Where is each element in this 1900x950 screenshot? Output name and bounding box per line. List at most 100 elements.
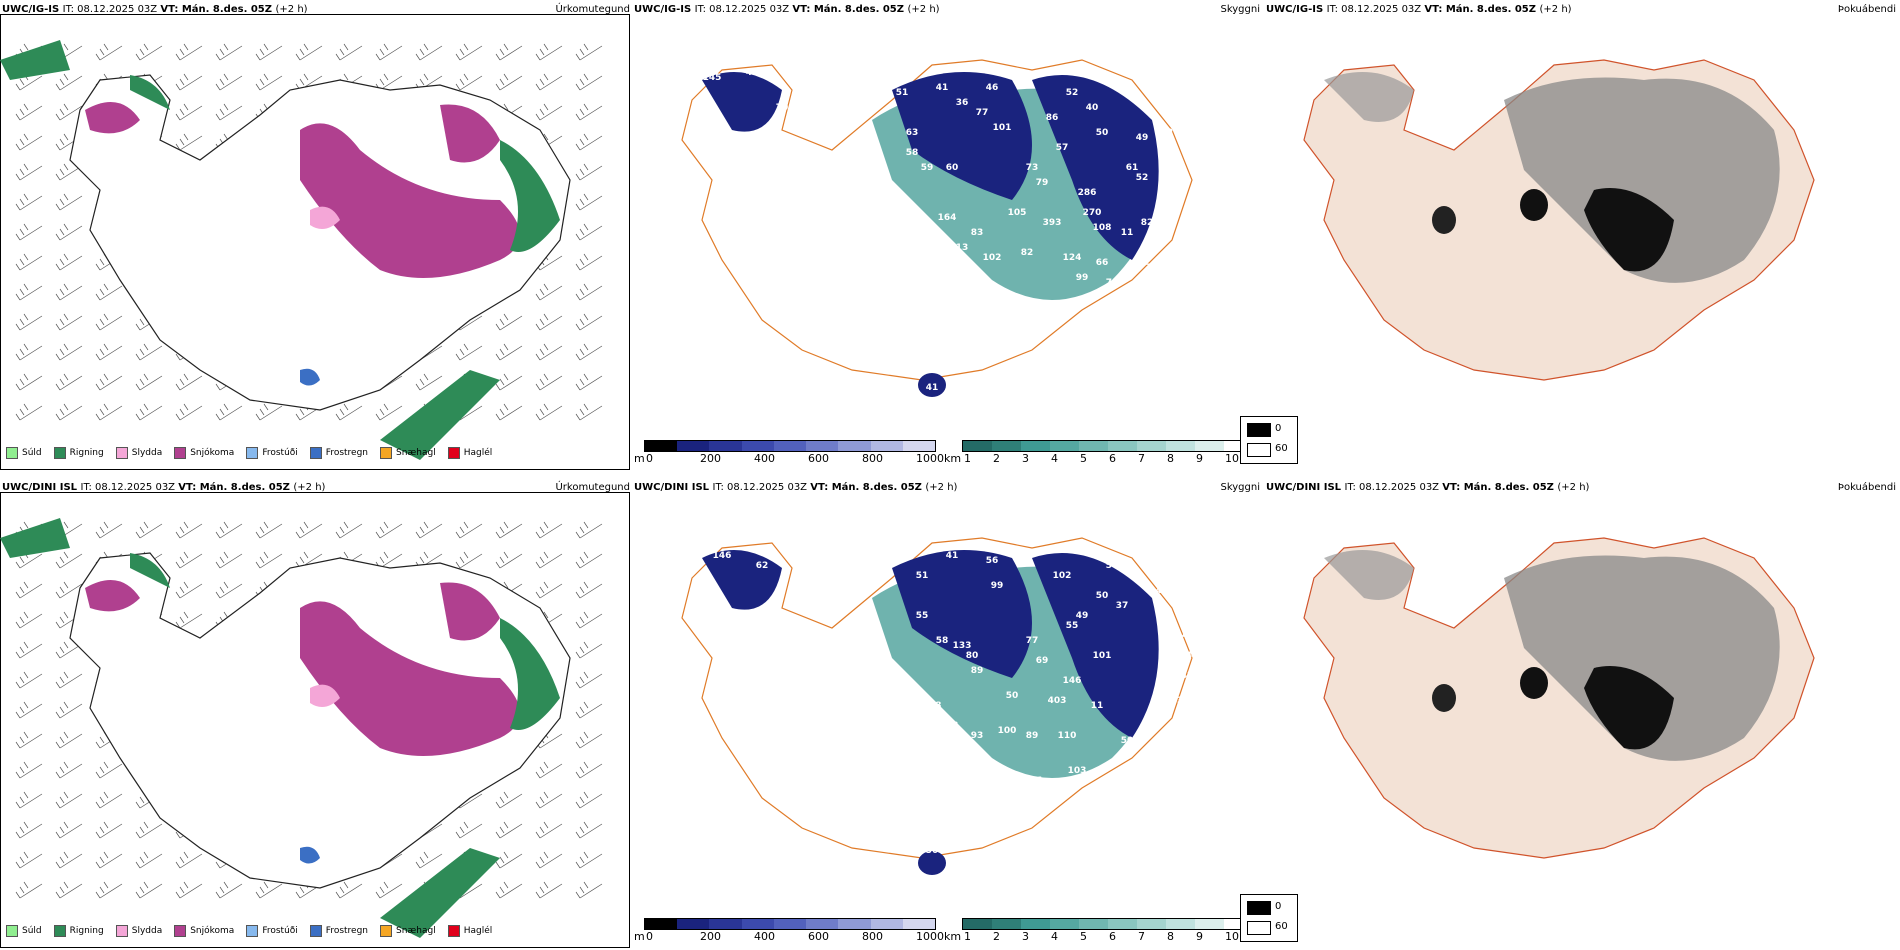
wind-barb	[15, 253, 43, 271]
visibility-tick: 1	[964, 930, 971, 943]
wind-barb	[55, 73, 83, 91]
wind-barb	[495, 881, 523, 899]
wind-barb	[575, 881, 603, 899]
cloud-base-label: 64	[1026, 333, 1039, 343]
wind-barb	[175, 551, 203, 569]
visibility-tick: 2	[993, 452, 1000, 465]
fog-shading	[1504, 555, 1780, 761]
fog-legend-white	[1247, 443, 1271, 457]
wind-barb	[575, 403, 603, 421]
height-colorbar-bar	[644, 918, 936, 930]
wind-barb	[135, 373, 163, 391]
low-cloud-area	[1032, 553, 1159, 738]
legend-swatch	[309, 925, 322, 937]
legend-item: Frostregn	[309, 925, 368, 937]
legend-swatch	[174, 925, 187, 937]
low-cloud-area	[1032, 75, 1159, 260]
legend-swatch	[246, 447, 259, 459]
fog-legend-black-label: 0	[1275, 423, 1282, 434]
cloud-base-label: 55	[916, 611, 929, 621]
height-tick: 0	[646, 930, 653, 943]
wind-barb	[15, 671, 43, 689]
wind-barb	[175, 73, 203, 91]
low-cloud-area	[702, 72, 782, 132]
visibility-tick: 1	[964, 452, 971, 465]
cloud-map: 1451004470105163585941364677101605952864…	[681, 58, 1193, 397]
model-name: UWC/DINI ISL	[634, 482, 713, 493]
cloud-base-label: 56	[986, 556, 999, 566]
wind-barb	[575, 761, 603, 779]
wind-barb	[55, 253, 83, 271]
legend-swatch	[174, 447, 187, 459]
low-cloud-area	[892, 550, 1032, 678]
sleet-area	[310, 684, 340, 707]
wind-barb	[295, 551, 323, 569]
cloud-base-label: 286	[1078, 188, 1097, 198]
legend-item: Frostregn	[309, 447, 368, 459]
iceland-outline	[69, 74, 571, 411]
legend-item: Slydda	[115, 925, 162, 937]
visibility-tick: 5	[1080, 930, 1087, 943]
cloud-base-label: 102	[983, 253, 1002, 263]
cloud-base-label: 82	[1021, 248, 1034, 258]
wind-barb	[535, 761, 563, 779]
cloud-base-label: 59	[921, 163, 934, 173]
iceland-outline	[69, 552, 571, 889]
visibility-tick: 5	[1080, 452, 1087, 465]
fog-shading	[1324, 72, 1414, 122]
legend-item: Frostúði	[246, 925, 298, 937]
panel-header: UWC/DINI ISL IT: 08.12.2025 03Z VT: Mán.…	[634, 482, 957, 493]
cloud-base-label: 108	[1093, 223, 1112, 233]
fog-dense-area	[1584, 188, 1674, 272]
cloud-base-label: 11	[1091, 701, 1104, 711]
wind-barb	[95, 791, 123, 809]
snow-area	[440, 582, 500, 641]
cloud-base-label: 54	[1146, 721, 1159, 731]
cloud-base-label: 66	[1046, 313, 1059, 323]
model-name: UWC/IG-IS	[1266, 4, 1327, 15]
wind-barb	[95, 521, 123, 539]
cloud-base-labels: 1451004470105163585941364677101605952864…	[703, 58, 1184, 393]
visibility-colorbar: km 1 2 3 4 5 6 7 8 9 10	[944, 918, 1256, 946]
cloud-base-label: 69	[1036, 656, 1049, 666]
cloud-base-label: 146	[713, 551, 732, 561]
wind-barb	[95, 43, 123, 61]
cloud-base-label: 50	[1096, 128, 1109, 138]
height-tick: 400	[754, 452, 775, 465]
low-cloud-area	[918, 851, 946, 875]
wind-barb	[175, 373, 203, 391]
valid-time: VT: Mán. 8.des. 05Z	[178, 482, 294, 493]
cloud-base-label: 44	[746, 68, 759, 78]
cloud-base-label: 10	[916, 821, 929, 831]
legend-label: Rigning	[69, 448, 104, 458]
fog-legend: 0 60	[1240, 894, 1298, 942]
precip-map	[0, 40, 603, 460]
precip-areas	[0, 40, 560, 460]
cloud-map: 79 146 62 78 93 60 51 41 56 99 102 56 50 49 37 47 74 55 58…	[681, 531, 1198, 875]
wind-barb	[15, 163, 43, 181]
wind-barb	[135, 521, 163, 539]
cloud-base-label: 403	[1048, 696, 1067, 706]
height-colorbar-bar	[644, 440, 936, 452]
wind-barb	[15, 551, 43, 569]
cloud-base-label: 68	[926, 243, 939, 253]
height-unit: m	[634, 452, 645, 465]
freezing-rain-area	[300, 368, 320, 386]
legend-label: Rigning	[69, 926, 104, 936]
cloud-base-label: 57	[1056, 143, 1069, 153]
visibility-tick: 3	[1022, 452, 1029, 465]
wind-barb	[575, 791, 603, 809]
snow-area	[85, 102, 140, 134]
wind-barb	[495, 373, 523, 391]
wind-barb	[335, 403, 363, 421]
height-tick: 200	[700, 452, 721, 465]
panel-header: UWC/IG-IS IT: 08.12.2025 03Z VT: Mán. 8.…	[634, 4, 940, 15]
cloud-base-label: 110	[1058, 731, 1077, 741]
wind-barb	[135, 851, 163, 869]
wind-barb	[575, 671, 603, 689]
visibility-unit: km	[944, 452, 962, 465]
wind-barb	[15, 821, 43, 839]
legend-item: Snjókoma	[174, 447, 234, 459]
cloud-base-label: 238	[923, 701, 942, 711]
height-tick: 800	[862, 452, 883, 465]
